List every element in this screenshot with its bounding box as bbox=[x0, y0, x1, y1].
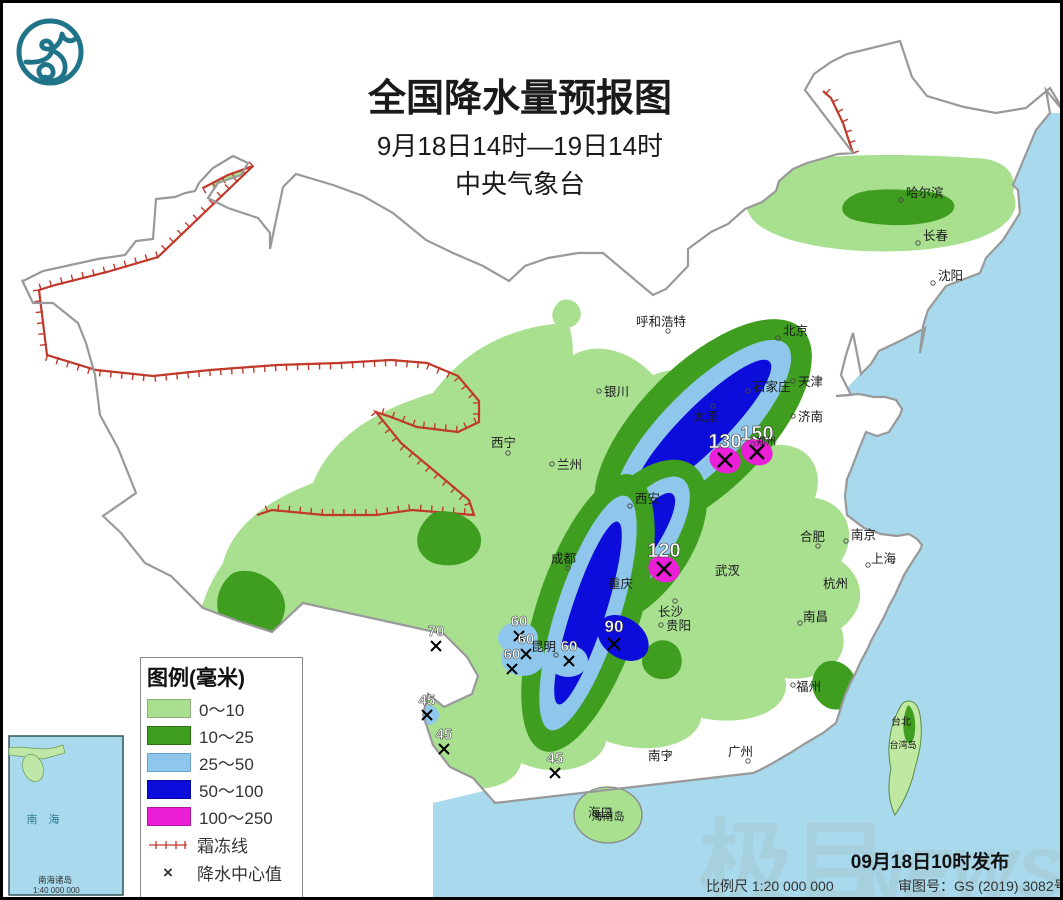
svg-text:1:40 000 000: 1:40 000 000 bbox=[33, 886, 80, 895]
svg-text:昆明: 昆明 bbox=[531, 640, 556, 654]
svg-text:兰州: 兰州 bbox=[557, 458, 582, 472]
svg-text:台北: 台北 bbox=[891, 715, 911, 728]
svg-text:南京: 南京 bbox=[851, 527, 876, 542]
svg-text:60: 60 bbox=[511, 613, 528, 630]
svg-text:审图号：GS (2019) 3082号: 审图号：GS (2019) 3082号 bbox=[898, 878, 1063, 894]
svg-text:长沙: 长沙 bbox=[658, 605, 684, 619]
svg-text:130: 130 bbox=[708, 431, 741, 453]
svg-text:沈阳: 沈阳 bbox=[938, 268, 963, 283]
svg-text:60: 60 bbox=[504, 646, 521, 663]
svg-text:南海诸岛: 南海诸岛 bbox=[38, 875, 72, 885]
svg-text:北京: 北京 bbox=[783, 324, 808, 338]
svg-text:海口: 海口 bbox=[588, 805, 613, 820]
svg-text:全国降水量预报图: 全国降水量预报图 bbox=[367, 77, 672, 120]
svg-text:济南: 济南 bbox=[798, 409, 823, 424]
svg-text:太原: 太原 bbox=[693, 409, 718, 424]
svg-text:杭州: 杭州 bbox=[823, 576, 848, 591]
svg-text:郑州: 郑州 bbox=[756, 435, 776, 448]
svg-text:西宁: 西宁 bbox=[491, 435, 516, 450]
svg-text:合肥: 合肥 bbox=[800, 529, 826, 544]
svg-text:9月18日14时—19日14时: 9月18日14时—19日14时 bbox=[377, 131, 663, 161]
svg-text:南 海: 南 海 bbox=[27, 812, 60, 826]
svg-text:45: 45 bbox=[436, 726, 453, 743]
svg-text:西安: 西安 bbox=[635, 491, 660, 506]
svg-text:武汉: 武汉 bbox=[715, 564, 741, 578]
svg-text:90: 90 bbox=[605, 617, 624, 636]
svg-text:南昌: 南昌 bbox=[803, 609, 828, 624]
svg-text:重庆: 重庆 bbox=[608, 576, 634, 591]
svg-text:贵阳: 贵阳 bbox=[666, 619, 691, 633]
svg-text:45: 45 bbox=[419, 692, 436, 709]
svg-text:南宁: 南宁 bbox=[648, 748, 673, 763]
svg-text:银川: 银川 bbox=[604, 385, 629, 399]
svg-text:成都: 成都 bbox=[551, 552, 577, 566]
svg-text:广州: 广州 bbox=[728, 745, 753, 759]
svg-text:09月18日10时发布: 09月18日10时发布 bbox=[851, 850, 1009, 873]
svg-text:70: 70 bbox=[428, 623, 445, 640]
svg-text:比例尺 1:20 000 000: 比例尺 1:20 000 000 bbox=[706, 878, 834, 894]
svg-text:上海: 上海 bbox=[871, 551, 897, 566]
svg-text:呼和浩特: 呼和浩特 bbox=[636, 314, 686, 329]
svg-text:哈尔滨: 哈尔滨 bbox=[906, 185, 944, 200]
svg-text:天津: 天津 bbox=[798, 375, 823, 389]
svg-text:长春: 长春 bbox=[923, 229, 949, 243]
svg-text:中央气象台: 中央气象台 bbox=[455, 169, 585, 199]
svg-text:石家庄: 石家庄 bbox=[753, 379, 791, 394]
svg-text:45: 45 bbox=[547, 750, 564, 767]
svg-text:福州: 福州 bbox=[796, 679, 821, 694]
svg-text:120: 120 bbox=[647, 540, 680, 562]
svg-text:台湾岛: 台湾岛 bbox=[889, 739, 916, 750]
svg-text:60: 60 bbox=[561, 638, 578, 655]
